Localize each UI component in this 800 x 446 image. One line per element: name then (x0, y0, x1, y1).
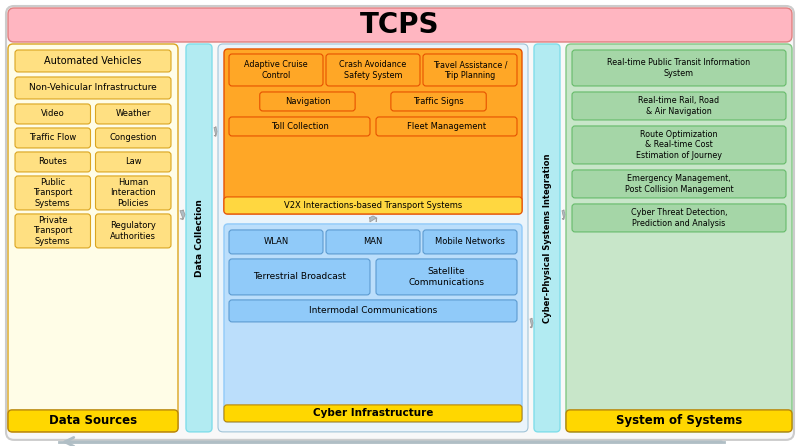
FancyBboxPatch shape (572, 204, 786, 232)
Text: Congestion: Congestion (110, 133, 157, 142)
Text: Route Optimization
& Real-time Cost
Estimation of Journey: Route Optimization & Real-time Cost Esti… (636, 130, 722, 160)
Text: Automated Vehicles: Automated Vehicles (44, 56, 142, 66)
FancyBboxPatch shape (8, 8, 792, 42)
Text: Cyber Threat Detection,
Prediction and Analysis: Cyber Threat Detection, Prediction and A… (630, 208, 727, 227)
FancyBboxPatch shape (6, 6, 794, 440)
FancyBboxPatch shape (95, 104, 171, 124)
FancyBboxPatch shape (260, 92, 355, 111)
FancyBboxPatch shape (95, 214, 171, 248)
FancyBboxPatch shape (376, 117, 517, 136)
Text: Travel Assistance /
Trip Planning: Travel Assistance / Trip Planning (433, 60, 507, 80)
FancyBboxPatch shape (224, 405, 522, 422)
Text: Crash Avoidance
Safety System: Crash Avoidance Safety System (339, 60, 406, 80)
FancyBboxPatch shape (218, 44, 528, 432)
Text: Mobile Networks: Mobile Networks (435, 237, 505, 247)
FancyBboxPatch shape (376, 259, 517, 295)
FancyBboxPatch shape (224, 224, 522, 422)
Text: Video: Video (41, 109, 65, 119)
FancyBboxPatch shape (229, 259, 370, 295)
FancyBboxPatch shape (15, 214, 90, 248)
Text: Data Collection: Data Collection (194, 199, 203, 277)
FancyBboxPatch shape (8, 44, 178, 432)
FancyBboxPatch shape (15, 77, 171, 99)
FancyBboxPatch shape (229, 230, 323, 254)
FancyBboxPatch shape (224, 197, 522, 214)
FancyBboxPatch shape (229, 300, 517, 322)
Text: Fleet Management: Fleet Management (407, 122, 486, 131)
Polygon shape (180, 210, 185, 219)
FancyBboxPatch shape (391, 92, 486, 111)
FancyBboxPatch shape (224, 49, 522, 214)
FancyBboxPatch shape (15, 104, 90, 124)
FancyBboxPatch shape (423, 54, 517, 86)
Text: Toll Collection: Toll Collection (270, 122, 329, 131)
Text: Weather: Weather (115, 109, 151, 119)
Text: Navigation: Navigation (285, 97, 330, 106)
Text: V2X Interactions-based Transport Systems: V2X Interactions-based Transport Systems (284, 201, 462, 210)
FancyBboxPatch shape (15, 176, 90, 210)
FancyBboxPatch shape (95, 128, 171, 148)
Text: Terrestrial Broadcast: Terrestrial Broadcast (253, 273, 346, 281)
Text: Law: Law (125, 157, 142, 166)
Polygon shape (369, 216, 377, 222)
Polygon shape (562, 210, 565, 219)
FancyBboxPatch shape (566, 410, 792, 432)
Text: Intermodal Communications: Intermodal Communications (309, 306, 437, 315)
Text: MAN: MAN (363, 237, 382, 247)
FancyBboxPatch shape (566, 44, 792, 432)
Text: Cyber Infrastructure: Cyber Infrastructure (313, 409, 433, 418)
Text: Non-Vehicular Infrastructure: Non-Vehicular Infrastructure (29, 83, 157, 92)
FancyBboxPatch shape (229, 117, 370, 136)
Text: Regulatory
Authorities: Regulatory Authorities (110, 221, 156, 241)
FancyBboxPatch shape (572, 126, 786, 164)
Text: Human
Interaction
Policies: Human Interaction Policies (110, 178, 156, 208)
FancyBboxPatch shape (186, 44, 212, 432)
FancyBboxPatch shape (229, 54, 323, 86)
Text: Emergency Management,
Post Collision Management: Emergency Management, Post Collision Man… (625, 174, 734, 194)
FancyBboxPatch shape (326, 54, 420, 86)
Text: Adaptive Cruise
Control: Adaptive Cruise Control (244, 60, 308, 80)
FancyBboxPatch shape (326, 230, 420, 254)
Text: Routes: Routes (38, 157, 67, 166)
FancyBboxPatch shape (572, 170, 786, 198)
Text: Real-time Rail, Road
& Air Navigation: Real-time Rail, Road & Air Navigation (638, 96, 719, 116)
FancyBboxPatch shape (95, 176, 171, 210)
Text: WLAN: WLAN (263, 237, 289, 247)
Text: Private
Transport
Systems: Private Transport Systems (33, 216, 73, 246)
Text: System of Systems: System of Systems (616, 414, 742, 427)
FancyBboxPatch shape (15, 128, 90, 148)
FancyBboxPatch shape (15, 50, 171, 72)
Text: TCPS: TCPS (360, 11, 440, 39)
Text: Data Sources: Data Sources (49, 414, 137, 427)
Text: Satellite
Communications: Satellite Communications (409, 267, 485, 287)
Polygon shape (214, 127, 217, 136)
FancyBboxPatch shape (423, 230, 517, 254)
Text: Cyber-Physical Systems Integration: Cyber-Physical Systems Integration (542, 153, 551, 323)
Text: Traffic Signs: Traffic Signs (413, 97, 464, 106)
FancyBboxPatch shape (8, 410, 178, 432)
Polygon shape (530, 318, 533, 328)
Text: Traffic Flow: Traffic Flow (29, 133, 76, 142)
FancyBboxPatch shape (95, 152, 171, 172)
Text: Real-time Public Transit Information
System: Real-time Public Transit Information Sys… (607, 58, 750, 78)
Text: Public
Transport
Systems: Public Transport Systems (33, 178, 73, 208)
FancyBboxPatch shape (572, 92, 786, 120)
FancyBboxPatch shape (572, 50, 786, 86)
FancyBboxPatch shape (534, 44, 560, 432)
FancyBboxPatch shape (15, 152, 90, 172)
